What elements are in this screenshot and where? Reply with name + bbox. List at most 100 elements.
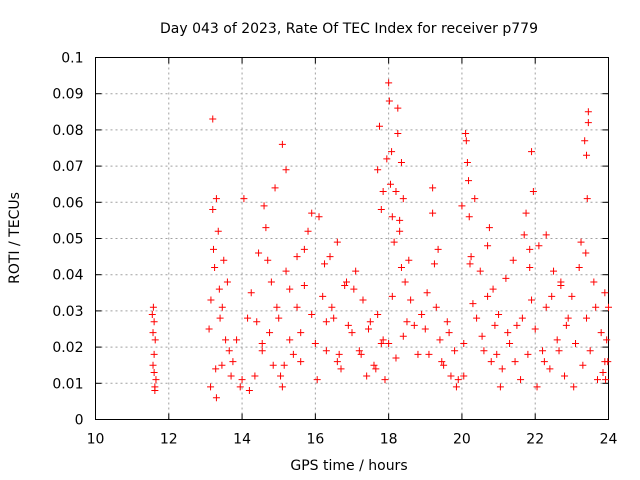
data-point bbox=[348, 329, 356, 337]
data-point bbox=[553, 336, 561, 344]
data-point bbox=[300, 245, 308, 253]
data-point bbox=[275, 314, 283, 322]
x-tick-label: 22 bbox=[526, 432, 544, 448]
data-point bbox=[584, 108, 592, 116]
data-point bbox=[445, 329, 453, 337]
data-point bbox=[293, 253, 301, 261]
data-point bbox=[489, 285, 497, 293]
data-point bbox=[397, 263, 405, 271]
data-point bbox=[374, 311, 382, 319]
data-point bbox=[233, 336, 241, 344]
data-point bbox=[286, 285, 294, 293]
data-point bbox=[471, 195, 479, 203]
data-point bbox=[289, 350, 297, 358]
data-point bbox=[495, 311, 503, 319]
data-point bbox=[397, 158, 405, 166]
data-point bbox=[216, 314, 224, 322]
data-point bbox=[564, 314, 572, 322]
data-point bbox=[579, 361, 587, 369]
data-point bbox=[584, 119, 592, 127]
data-point bbox=[212, 394, 220, 402]
data-point bbox=[478, 332, 486, 340]
data-point bbox=[326, 253, 334, 261]
data-point bbox=[352, 267, 360, 275]
data-point bbox=[423, 289, 431, 297]
data-point bbox=[149, 361, 157, 369]
data-point bbox=[343, 278, 351, 286]
data-point bbox=[333, 238, 341, 246]
data-point bbox=[293, 303, 301, 311]
data-point bbox=[485, 224, 493, 232]
data-point bbox=[379, 187, 387, 195]
data-point bbox=[484, 292, 492, 300]
data-point bbox=[561, 372, 569, 380]
data-point bbox=[557, 278, 565, 286]
data-point bbox=[484, 242, 492, 250]
x-tick-label: 20 bbox=[453, 432, 471, 448]
data-point bbox=[273, 303, 281, 311]
x-tick-label: 18 bbox=[380, 432, 398, 448]
data-point bbox=[209, 245, 217, 253]
data-point bbox=[209, 115, 217, 123]
data-point bbox=[394, 130, 402, 138]
data-point bbox=[388, 213, 396, 221]
data-point bbox=[383, 155, 391, 163]
data-point bbox=[330, 314, 338, 322]
data-point bbox=[225, 347, 233, 355]
data-point bbox=[487, 358, 495, 366]
data-point bbox=[236, 383, 244, 391]
data-point bbox=[385, 97, 393, 105]
data-point bbox=[264, 256, 272, 264]
data-point bbox=[366, 318, 374, 326]
data-point bbox=[586, 347, 594, 355]
data-point bbox=[322, 318, 330, 326]
data-point bbox=[282, 166, 290, 174]
data-point bbox=[251, 372, 259, 380]
data-point bbox=[151, 336, 159, 344]
data-point bbox=[363, 372, 371, 380]
data-point bbox=[212, 365, 220, 373]
data-point bbox=[350, 285, 358, 293]
data-point bbox=[452, 383, 460, 391]
data-point bbox=[227, 372, 235, 380]
data-point bbox=[148, 311, 156, 319]
data-point bbox=[458, 202, 466, 210]
data-point bbox=[269, 361, 277, 369]
data-point bbox=[517, 376, 525, 384]
data-point bbox=[555, 347, 563, 355]
data-point bbox=[590, 278, 598, 286]
data-point bbox=[335, 350, 343, 358]
data-point bbox=[377, 206, 385, 214]
data-point bbox=[604, 358, 612, 366]
data-point bbox=[277, 372, 285, 380]
data-point bbox=[460, 339, 468, 347]
data-point bbox=[493, 350, 501, 358]
data-point bbox=[462, 130, 470, 138]
data-point bbox=[297, 329, 305, 337]
data-point bbox=[473, 314, 481, 322]
data-point bbox=[392, 354, 400, 362]
data-point bbox=[150, 350, 158, 358]
data-point bbox=[432, 303, 440, 311]
chart-title: Day 043 of 2023, Rate Of TEC Index for r… bbox=[160, 21, 538, 37]
data-point bbox=[480, 347, 488, 355]
data-point bbox=[344, 321, 352, 329]
data-point bbox=[149, 329, 157, 337]
data-point bbox=[583, 151, 591, 159]
data-point bbox=[454, 376, 462, 384]
data-point bbox=[333, 358, 341, 366]
data-point bbox=[253, 318, 261, 326]
axis-ticks bbox=[95, 57, 609, 420]
data-point bbox=[364, 325, 372, 333]
data-point bbox=[550, 267, 558, 275]
data-point bbox=[278, 140, 286, 148]
y-tick-label: 0.05 bbox=[52, 232, 83, 248]
data-point bbox=[238, 376, 246, 384]
data-point bbox=[511, 358, 519, 366]
data-point bbox=[220, 256, 228, 264]
data-point bbox=[522, 209, 530, 217]
data-point bbox=[385, 79, 393, 87]
data-point bbox=[315, 213, 323, 221]
data-point bbox=[375, 122, 383, 130]
data-point bbox=[321, 260, 329, 268]
